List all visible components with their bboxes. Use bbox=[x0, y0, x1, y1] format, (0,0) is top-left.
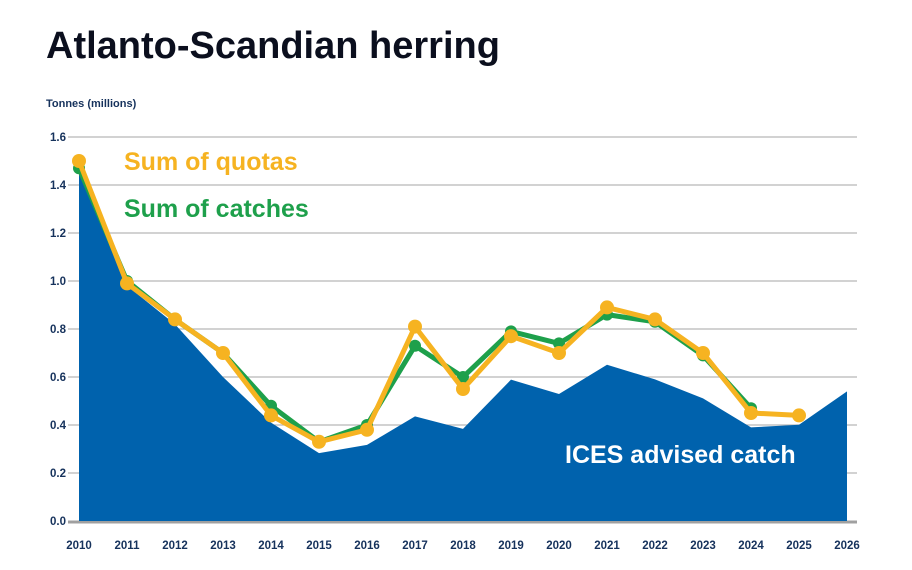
series-lines bbox=[72, 154, 806, 449]
x-tick-label: 2018 bbox=[450, 540, 476, 552]
x-tick-label: 2019 bbox=[498, 540, 524, 552]
ices-area-path bbox=[79, 168, 847, 521]
x-tick-label: 2010 bbox=[66, 540, 92, 552]
x-tick-label: 2015 bbox=[306, 540, 332, 552]
y-tick-label: 1.2 bbox=[50, 228, 66, 240]
catches-point bbox=[457, 371, 469, 383]
x-tick-label: 2022 bbox=[642, 540, 668, 552]
legend-sum-of-quotas: Sum of quotas bbox=[124, 148, 298, 176]
y-tick-label: 0.4 bbox=[50, 420, 67, 432]
y-tick-label: 0.2 bbox=[50, 468, 66, 480]
y-tick-label: 0.0 bbox=[50, 516, 66, 528]
quotas-point bbox=[264, 408, 278, 423]
quotas-point bbox=[600, 300, 614, 315]
x-tick-label: 2021 bbox=[594, 540, 620, 552]
quotas-point bbox=[648, 312, 662, 327]
quotas-point bbox=[552, 346, 566, 360]
x-tick-label: 2012 bbox=[162, 540, 188, 552]
y-tick-label: 1.6 bbox=[50, 132, 66, 144]
x-tick-label: 2014 bbox=[258, 540, 284, 552]
x-ticks: 2010 2011 2012 2013 2014 2015 2016 2017 2018 2019… bbox=[66, 540, 860, 552]
x-tick-label: 2026 bbox=[834, 540, 860, 552]
y-tick-label: 1.0 bbox=[50, 276, 66, 288]
quotas-point bbox=[72, 154, 86, 168]
quotas-point bbox=[312, 434, 326, 449]
quotas-point bbox=[744, 406, 758, 420]
y-tick-label: 0.8 bbox=[50, 324, 67, 336]
quotas-point bbox=[696, 346, 710, 360]
quotas-line bbox=[76, 160, 800, 445]
legend-ices-advised-catch: ICES advised catch bbox=[565, 441, 796, 469]
catches-point bbox=[409, 339, 421, 352]
quotas-point bbox=[456, 382, 470, 396]
x-tick-label: 2016 bbox=[354, 540, 380, 552]
chart-title: Atlanto-Scandian herring bbox=[46, 25, 500, 67]
x-tick-label: 2023 bbox=[690, 540, 716, 552]
quotas-point bbox=[168, 312, 182, 327]
y-ticks: 0.0 0.2 0.4 0.6 0.8 1.0 1.2 1.4 1.6 bbox=[50, 132, 67, 528]
quotas-point bbox=[792, 408, 806, 423]
x-tick-label: 2025 bbox=[786, 540, 812, 552]
x-tick-label: 2020 bbox=[546, 540, 572, 552]
legend-sum-of-catches: Sum of catches bbox=[124, 195, 309, 223]
x-tick-label: 2024 bbox=[738, 540, 764, 552]
x-tick-label: 2011 bbox=[115, 540, 141, 552]
quotas-point bbox=[120, 276, 134, 291]
y-tick-label: 0.6 bbox=[50, 372, 66, 384]
y-axis-label: Tonnes (millions) bbox=[46, 98, 137, 110]
x-tick-label: 2017 bbox=[402, 540, 428, 552]
quotas-point bbox=[360, 422, 374, 437]
x-tick-label: 2013 bbox=[210, 540, 236, 552]
catches-point bbox=[553, 337, 565, 350]
quotas-point bbox=[504, 329, 518, 344]
y-tick-label: 1.4 bbox=[50, 180, 67, 192]
quotas-point bbox=[408, 319, 422, 334]
ices-area bbox=[79, 168, 847, 521]
quotas-point bbox=[216, 346, 230, 360]
